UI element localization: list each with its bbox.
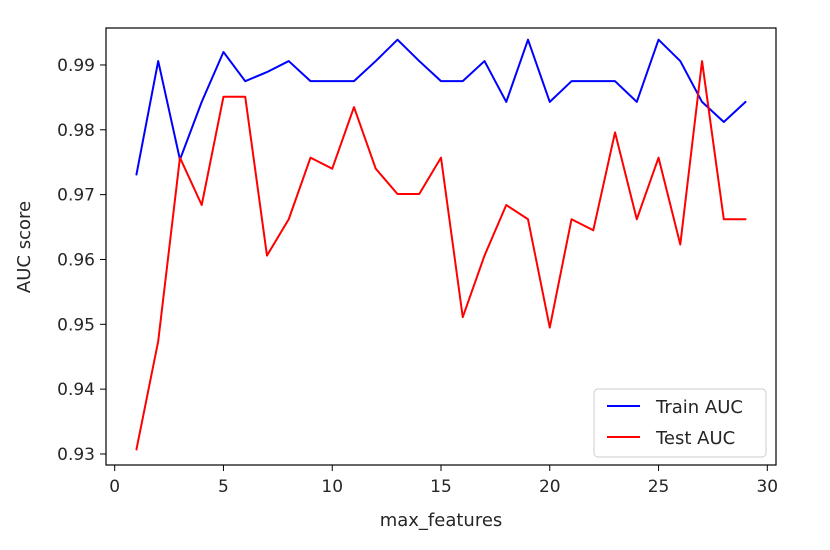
y-axis-label: AUC score <box>14 201 35 293</box>
legend-label-test: Test AUC <box>655 428 735 449</box>
y-tick-label: 0.99 <box>57 56 95 76</box>
x-tick-label: 20 <box>539 477 561 497</box>
y-tick-label: 0.94 <box>57 380 95 400</box>
y-tick-label: 0.98 <box>57 121 95 141</box>
series-layer <box>135 38 747 451</box>
y-tick-label: 0.97 <box>57 186 95 206</box>
x-tick-label: 5 <box>218 477 229 497</box>
legend-label-train: Train AUC <box>655 397 743 418</box>
y-axis-ticks: 0.93 0.94 0.95 0.96 0.97 0.98 0.99 <box>57 56 106 465</box>
x-tick-label: 25 <box>648 477 670 497</box>
x-tick-label: 0 <box>109 477 120 497</box>
series-line-1 <box>135 60 747 451</box>
x-tick-label: 15 <box>430 477 452 497</box>
x-tick-label: 10 <box>321 477 343 497</box>
x-tick-label: 30 <box>756 477 778 497</box>
y-tick-label: 0.95 <box>57 315 95 335</box>
legend: Train AUC Test AUC <box>593 388 767 458</box>
series-line-0 <box>135 38 747 176</box>
y-tick-label: 0.93 <box>57 445 95 465</box>
x-axis-ticks: 0 5 10 15 20 25 30 <box>109 465 778 497</box>
x-axis-label: max_features <box>380 510 503 531</box>
y-tick-label: 0.96 <box>57 250 95 270</box>
